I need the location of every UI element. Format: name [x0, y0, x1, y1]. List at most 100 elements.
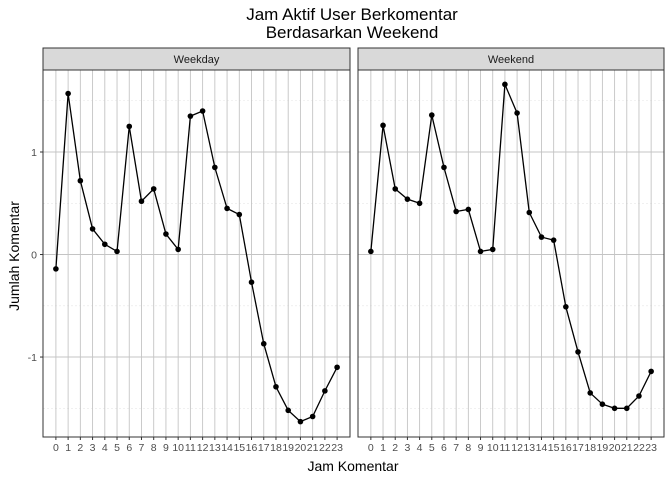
x-tick-label: 9	[163, 442, 169, 454]
data-point	[285, 407, 291, 414]
data-point	[575, 349, 581, 355]
data-point	[563, 304, 569, 310]
data-point	[236, 211, 243, 218]
x-tick-label: 7	[453, 442, 459, 454]
y-tick-label: 0	[31, 250, 37, 262]
x-tick-label: 14	[536, 442, 548, 454]
x-tick-label: 20	[609, 442, 621, 454]
x-tick-label: 20	[295, 442, 307, 454]
data-point	[53, 266, 59, 272]
data-point	[648, 368, 654, 375]
x-tick-label: 5	[114, 442, 120, 454]
data-point	[102, 241, 108, 248]
data-point	[163, 231, 169, 237]
x-tick-label: 6	[126, 442, 132, 454]
data-point	[514, 110, 520, 116]
facet-strip-label: Weekend	[488, 54, 534, 66]
data-point	[465, 206, 472, 213]
x-tick-label: 2	[392, 442, 398, 454]
y-axis-title: Jumlah Komentar	[6, 201, 22, 311]
x-tick-label: 10	[172, 442, 184, 454]
data-point	[489, 246, 496, 253]
data-point	[477, 248, 484, 255]
x-tick-label: 2	[77, 442, 83, 454]
x-tick-label: 1	[380, 442, 386, 454]
data-point	[453, 208, 459, 215]
x-tick-label: 8	[151, 442, 157, 454]
panel-background	[358, 70, 664, 437]
data-point	[89, 226, 96, 232]
data-point	[297, 418, 304, 425]
x-tick-label: 18	[270, 442, 282, 454]
x-tick-label: 11	[185, 442, 196, 454]
data-point	[138, 198, 145, 205]
data-point	[212, 164, 218, 171]
x-tick-label: 16	[560, 442, 572, 454]
data-point	[416, 200, 423, 207]
x-tick-label: 22	[633, 442, 645, 454]
chart-title-line2: Berdasarkan Weekend	[266, 23, 439, 42]
data-point	[404, 196, 411, 202]
data-point	[260, 340, 267, 347]
x-tick-label: 13	[523, 442, 535, 454]
x-tick-label: 4	[102, 442, 108, 454]
x-tick-label: 13	[209, 442, 221, 454]
y-tick-label: 1	[31, 147, 37, 159]
data-point	[248, 279, 255, 286]
data-point	[77, 177, 84, 184]
y-axis: 1 0 -1	[28, 147, 43, 364]
data-point	[623, 405, 630, 412]
x-tick-label: 11	[499, 442, 510, 454]
data-point	[599, 401, 606, 407]
x-tick-label: 9	[478, 442, 484, 454]
x-tick-label: 21	[307, 442, 319, 454]
chart-title-line1: Jam Aktif User Berkomentar	[246, 5, 458, 24]
x-tick-label: 0	[368, 442, 374, 454]
x-tick-label: 0	[53, 442, 59, 454]
x-tick-label: 7	[139, 442, 145, 454]
data-point	[175, 246, 181, 253]
data-point	[334, 364, 340, 371]
data-point	[114, 248, 120, 255]
x-tick-label: 19	[597, 442, 609, 454]
data-point	[380, 122, 386, 129]
data-point	[309, 413, 316, 420]
data-point	[636, 393, 642, 399]
x-tick-label: 12	[197, 442, 209, 454]
x-tick-label: 5	[429, 442, 435, 454]
x-tick-label: 16	[246, 442, 258, 454]
panel-border	[357, 69, 665, 438]
data-point	[368, 248, 374, 255]
x-tick-label: 8	[465, 442, 471, 454]
x-tick-label: 6	[441, 442, 447, 454]
panel-border	[42, 69, 351, 438]
data-point	[322, 388, 328, 394]
x-tick-label: 17	[572, 442, 584, 454]
data-point	[538, 234, 545, 240]
y-tick-label: -1	[28, 352, 37, 364]
x-tick-label: 22	[319, 442, 331, 454]
x-tick-label: 10	[487, 442, 499, 454]
facet-strip-label: Weekday	[174, 54, 220, 66]
data-point	[502, 81, 508, 88]
x-tick-label: 3	[90, 442, 96, 454]
data-point	[199, 108, 206, 114]
x-tick-label: 1	[65, 442, 71, 454]
x-tick-label: 21	[621, 442, 633, 454]
x-tick-label: 17	[258, 442, 270, 454]
data-point	[150, 186, 157, 192]
x-tick-label: 14	[221, 442, 233, 454]
data-point	[611, 405, 618, 412]
x-axis-title: Jam Komentar	[307, 458, 398, 474]
data-point	[273, 383, 279, 390]
x-tick-label: 15	[233, 442, 245, 454]
data-point	[428, 112, 435, 118]
data-point	[65, 90, 71, 97]
data-point	[224, 205, 230, 212]
panel-background	[43, 70, 350, 437]
data-point	[441, 164, 447, 171]
